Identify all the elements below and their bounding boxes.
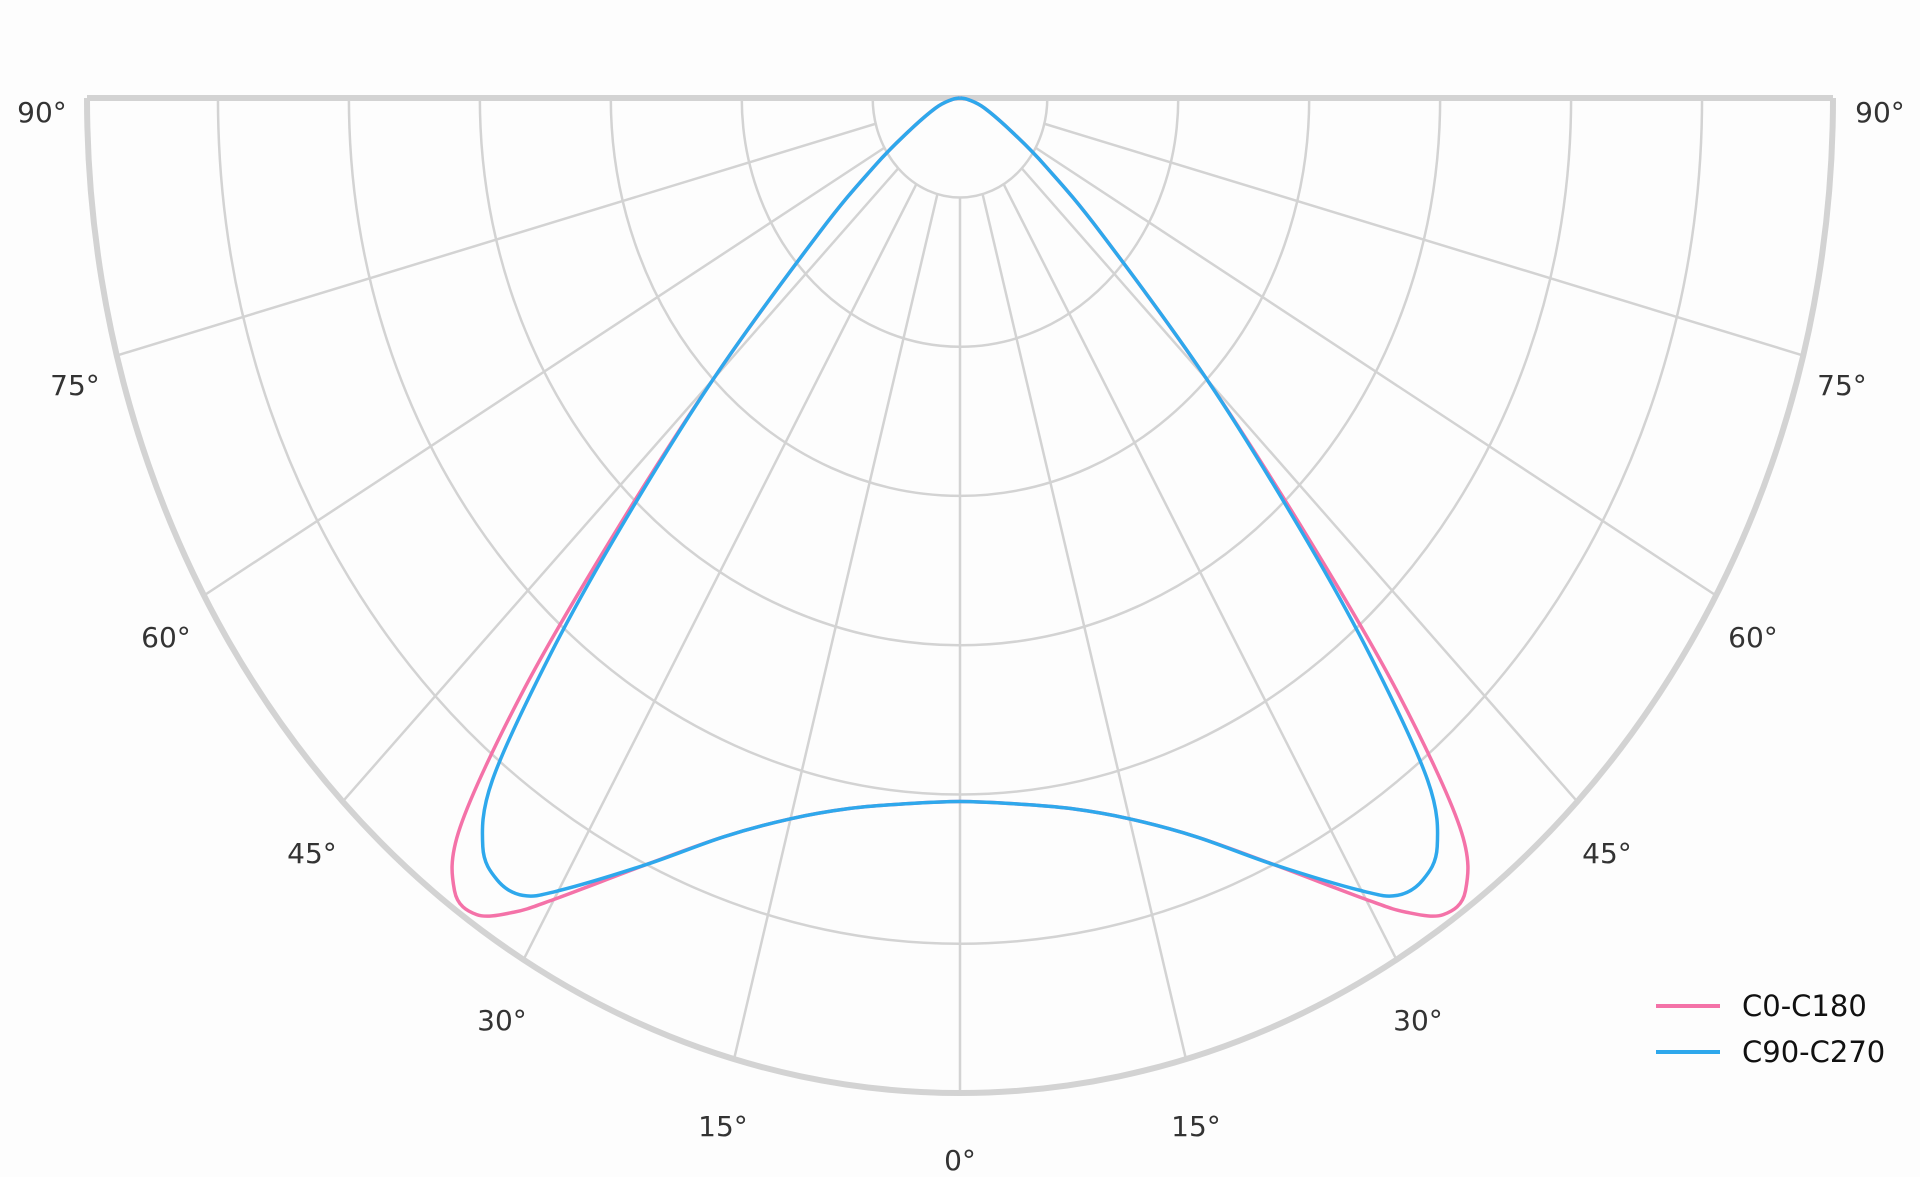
tick-label-right-60: 60° <box>1728 621 1778 654</box>
legend-label-c90-c270: C90-C270 <box>1742 1035 1885 1069</box>
tick-label-left-60: 60° <box>141 621 191 654</box>
tick-label-left-90: 90° <box>17 96 67 129</box>
tick-label-left-75: 75° <box>50 369 100 402</box>
curves <box>450 96 1470 918</box>
legend-label-c0-c180: C0-C180 <box>1742 989 1867 1023</box>
tick-label-right-75: 75° <box>1817 369 1867 402</box>
series-line-c90-c270 <box>480 96 1440 898</box>
grid-spoke <box>1020 167 1579 803</box>
legend: C0-C180 C90-C270 <box>1656 989 1885 1069</box>
angle-labels: 90° 75° 60° 45° 30° 15° 0° 15° 30° 45° 6… <box>17 96 1905 1177</box>
grid-ring <box>871 97 1049 199</box>
grid-spoke <box>522 183 918 961</box>
grid-spoke <box>116 122 877 357</box>
grid-spoke <box>1002 183 1398 961</box>
grid-spoke <box>732 193 939 1060</box>
tick-label-right-90: 90° <box>1855 96 1905 129</box>
grid <box>84 95 1836 1096</box>
tick-label-left-45: 45° <box>287 837 337 870</box>
grid-spoke <box>203 146 886 597</box>
tick-label-right-15: 15° <box>1171 1110 1221 1143</box>
grid-spoke <box>1043 122 1804 357</box>
grid-spoke <box>981 193 1188 1060</box>
grid-spoke <box>1034 146 1717 597</box>
tick-label-right-45: 45° <box>1582 837 1632 870</box>
tick-label-left-30: 30° <box>477 1004 527 1037</box>
tick-label-right-30: 30° <box>1393 1004 1443 1037</box>
tick-label-0: 0° <box>944 1144 976 1177</box>
tick-label-left-15: 15° <box>698 1110 748 1143</box>
grid-spoke <box>341 167 900 803</box>
